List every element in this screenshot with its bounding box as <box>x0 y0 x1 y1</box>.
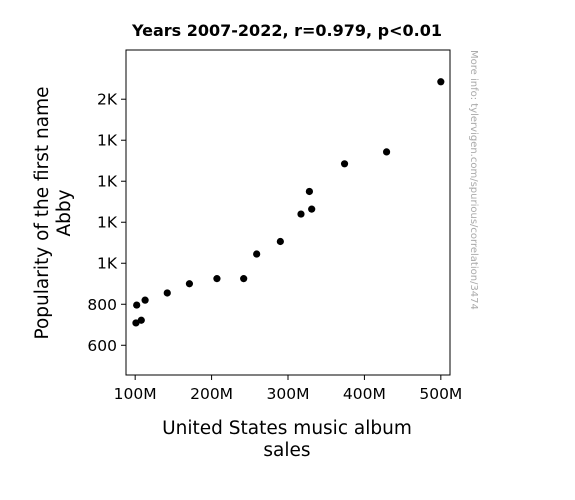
data-point <box>163 289 171 297</box>
data-point <box>137 316 145 324</box>
y-tick-label: 1K <box>97 255 118 273</box>
data-point <box>340 160 349 168</box>
chart-title: Years 2007-2022, r=0.979, p<0.01 <box>131 21 442 40</box>
x-tick-label: 400M <box>343 385 386 403</box>
y-tick-label: 800 <box>87 296 117 314</box>
x-tick-label: 500M <box>419 385 462 403</box>
x-axis-label-line-1: United States music album <box>162 418 412 439</box>
data-point <box>437 78 445 86</box>
x-tick-label: 200M <box>190 385 233 403</box>
y-axis: 600 800 1K 1K 1K 1K 2K <box>87 91 126 355</box>
plot-area: 100M 200M 300M 400M 500M 600 800 1K 1K 1K 1K 2K <box>87 49 462 403</box>
y-axis-label-line-2: Abby <box>54 189 75 236</box>
y-axis-label-line-1: Popularity of the first name <box>32 86 53 339</box>
data-point <box>141 296 149 304</box>
x-tick-label: 100M <box>114 385 157 403</box>
data-point <box>133 301 141 309</box>
data-point <box>308 205 316 213</box>
watermark-text: More info: tylervigen.com/spurious/corre… <box>468 50 479 310</box>
data-point <box>132 319 140 327</box>
y-tick-label: 2K <box>97 91 118 109</box>
data-point <box>253 250 261 258</box>
plot-frame <box>125 49 451 376</box>
x-axis-label-line-2: sales <box>263 440 310 461</box>
x-axis: 100M 200M 300M 400M 500M <box>114 375 462 403</box>
y-tick-label: 1K <box>97 214 118 232</box>
data-point <box>297 210 305 218</box>
y-tick-label: 600 <box>87 337 117 355</box>
data-point <box>382 148 391 156</box>
data-points <box>132 78 445 327</box>
x-tick-label: 300M <box>267 385 310 403</box>
data-point <box>276 237 284 246</box>
data-point <box>305 187 313 196</box>
data-point <box>213 275 221 283</box>
y-tick-label: 1K <box>97 132 118 150</box>
y-tick-label: 1K <box>97 173 118 191</box>
data-point <box>240 275 248 283</box>
data-point <box>185 280 194 288</box>
